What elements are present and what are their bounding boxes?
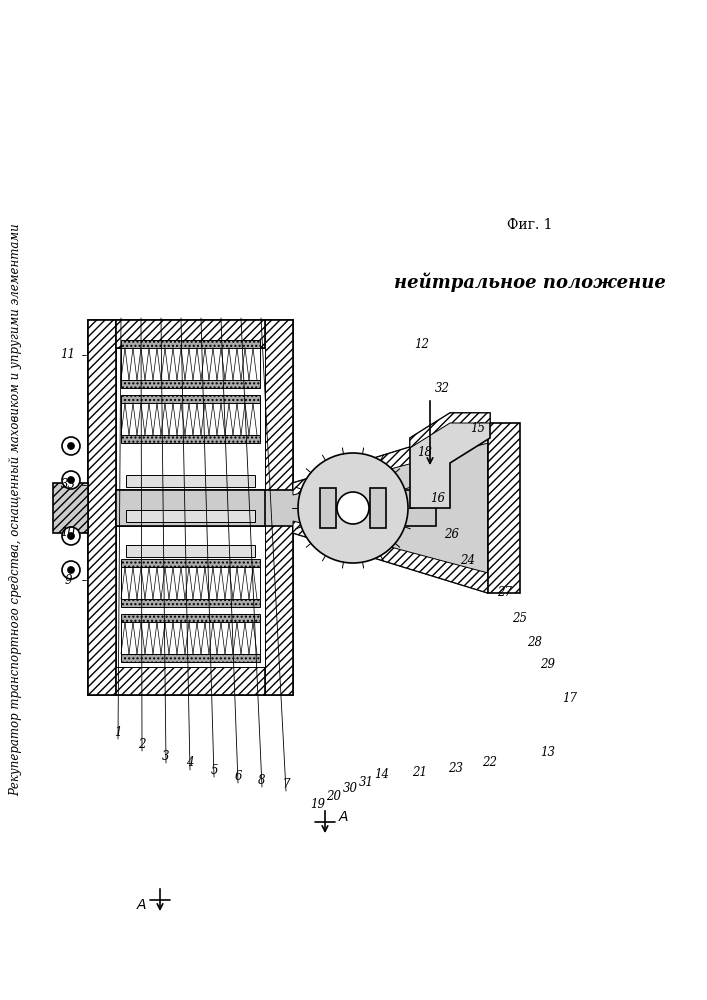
Circle shape xyxy=(67,442,74,450)
Text: 12: 12 xyxy=(414,338,429,352)
Text: нейтральное положение: нейтральное положение xyxy=(394,272,666,292)
Text: 31: 31 xyxy=(358,776,373,788)
Text: 16: 16 xyxy=(431,491,445,504)
Text: 5: 5 xyxy=(210,764,218,776)
Text: 2: 2 xyxy=(139,738,146,750)
Bar xyxy=(116,490,265,526)
Bar xyxy=(88,320,293,695)
Polygon shape xyxy=(410,413,490,508)
Text: 1: 1 xyxy=(115,726,122,738)
Text: 9: 9 xyxy=(64,574,71,586)
Text: 17: 17 xyxy=(563,692,578,704)
Bar xyxy=(320,488,336,528)
Text: 14: 14 xyxy=(375,768,390,782)
Bar xyxy=(88,320,116,695)
Circle shape xyxy=(67,477,74,484)
Text: 25: 25 xyxy=(513,611,527,624)
Text: 30: 30 xyxy=(342,782,358,794)
Bar xyxy=(121,403,260,435)
Text: 15: 15 xyxy=(470,422,486,434)
Text: 20: 20 xyxy=(327,790,341,802)
Text: 4: 4 xyxy=(186,756,194,770)
Text: Рекуператор транспортного средства, оснащенный маховиком и упругими элементами: Рекуператор транспортного средства, осна… xyxy=(9,224,23,796)
Text: 6: 6 xyxy=(234,770,242,782)
Text: 22: 22 xyxy=(482,756,498,768)
Bar xyxy=(121,614,260,622)
Text: 11: 11 xyxy=(61,349,76,361)
Bar xyxy=(370,488,386,528)
Bar xyxy=(121,622,260,654)
Polygon shape xyxy=(293,521,488,593)
Polygon shape xyxy=(293,423,488,495)
Bar xyxy=(126,475,255,487)
Text: 7: 7 xyxy=(282,778,290,790)
Bar xyxy=(121,380,260,388)
Circle shape xyxy=(67,566,74,574)
Text: 18: 18 xyxy=(418,446,433,458)
Text: 19: 19 xyxy=(310,798,325,810)
Text: 13: 13 xyxy=(540,746,556,758)
Text: А: А xyxy=(339,810,349,824)
Bar xyxy=(126,545,255,557)
Text: Фиг. 1: Фиг. 1 xyxy=(507,218,553,232)
Bar xyxy=(126,510,255,522)
Bar xyxy=(116,348,265,667)
Bar xyxy=(121,435,260,443)
Bar xyxy=(116,320,265,348)
Text: 23: 23 xyxy=(448,762,464,774)
Text: 3: 3 xyxy=(162,750,170,762)
Text: 26: 26 xyxy=(445,528,460,542)
Bar xyxy=(121,599,260,607)
Bar xyxy=(121,340,260,348)
Circle shape xyxy=(62,561,80,579)
Circle shape xyxy=(62,471,80,489)
Text: 8: 8 xyxy=(258,774,266,786)
Text: 21: 21 xyxy=(412,766,428,778)
Bar xyxy=(488,423,520,593)
Circle shape xyxy=(62,527,80,545)
Bar xyxy=(121,559,260,567)
Text: 24: 24 xyxy=(460,554,476,566)
Bar xyxy=(116,667,265,695)
Circle shape xyxy=(67,532,74,540)
Bar xyxy=(116,490,436,526)
Text: 27: 27 xyxy=(498,585,513,598)
Text: 28: 28 xyxy=(527,636,542,648)
Circle shape xyxy=(298,453,408,563)
Bar xyxy=(121,567,260,599)
Circle shape xyxy=(62,437,80,455)
Bar xyxy=(121,348,260,380)
Polygon shape xyxy=(410,413,490,448)
Bar xyxy=(53,483,88,533)
Circle shape xyxy=(337,492,369,524)
Text: 32: 32 xyxy=(435,381,450,394)
Bar xyxy=(121,654,260,662)
Polygon shape xyxy=(293,423,488,593)
Bar xyxy=(265,320,293,695)
Text: 29: 29 xyxy=(540,658,556,672)
Text: А: А xyxy=(136,898,146,912)
Text: 33: 33 xyxy=(61,479,76,491)
Bar xyxy=(121,395,260,403)
Text: 10: 10 xyxy=(61,526,76,538)
